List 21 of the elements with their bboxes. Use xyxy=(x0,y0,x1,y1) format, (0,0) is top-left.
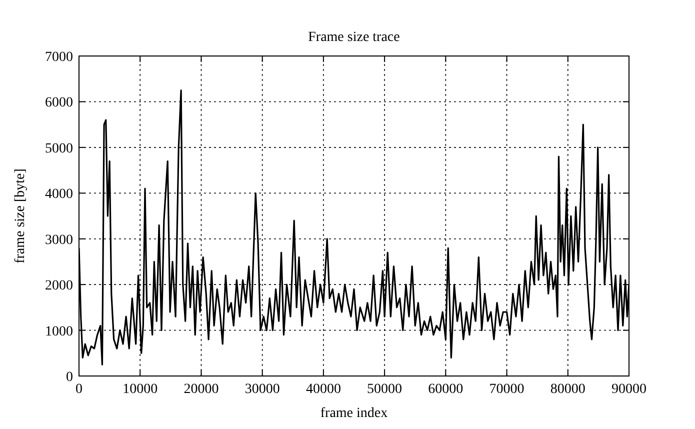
y-tick-label: 6000 xyxy=(45,96,73,111)
y-tick-label: 1000 xyxy=(45,324,73,340)
y-tick-label: 5000 xyxy=(45,141,73,156)
x-tick-label: 10000 xyxy=(122,382,158,397)
y-axis-title: frame size [byte] xyxy=(13,168,28,264)
y-tick-label: 0 xyxy=(66,370,73,385)
x-tick-label: 40000 xyxy=(306,382,341,397)
x-tick-label: 80000 xyxy=(550,382,586,397)
y-tick-label: 7000 xyxy=(45,50,73,65)
y-tick-label: 4000 xyxy=(45,187,73,202)
x-tick-label: 70000 xyxy=(489,382,524,397)
x-tick-label: 0 xyxy=(76,382,82,397)
y-tick-label: 3000 xyxy=(45,232,73,248)
x-tick-label: 90000 xyxy=(612,382,646,397)
x-tick-label: 30000 xyxy=(244,382,280,397)
x-tick-label: 60000 xyxy=(428,382,464,397)
x-tick-label: 20000 xyxy=(184,382,219,397)
x-tick-label: 50000 xyxy=(367,382,402,397)
x-axis-title: frame index xyxy=(320,406,388,421)
y-tick-label: 2000 xyxy=(45,278,73,294)
chart-title: Frame size trace xyxy=(308,30,400,45)
